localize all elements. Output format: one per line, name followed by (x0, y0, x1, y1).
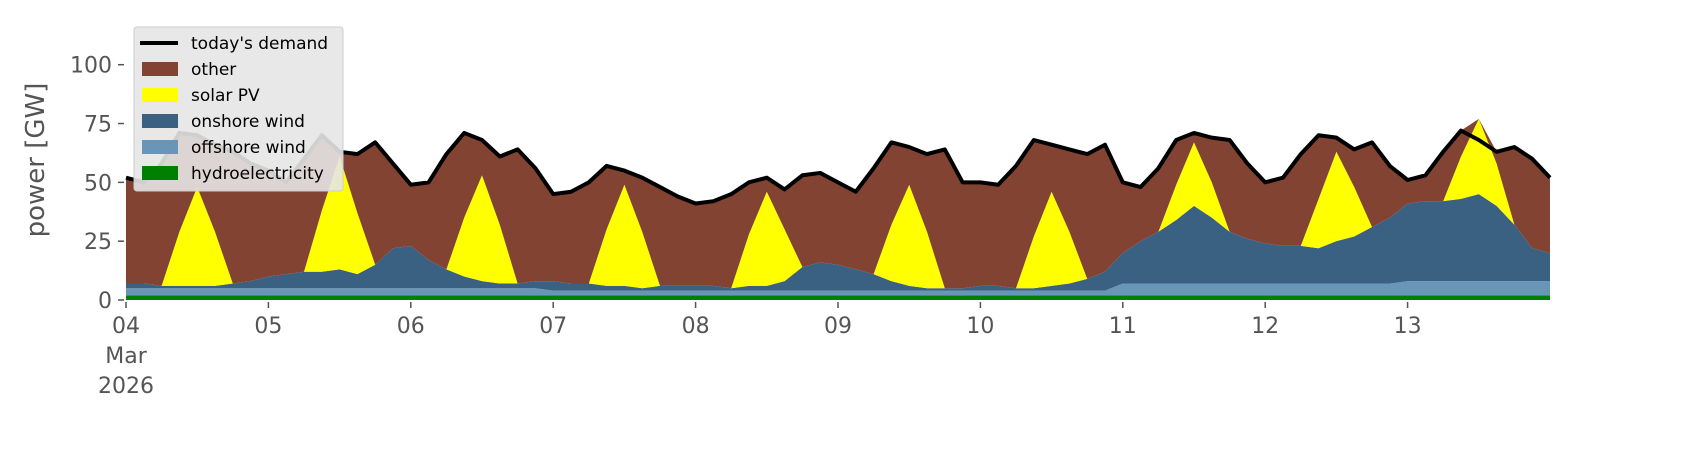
x-tick-label: 07 (539, 314, 568, 339)
area (126, 295, 1550, 300)
x-tick-label: 09 (824, 314, 852, 339)
legend-label: solar PV (191, 86, 260, 106)
legend-swatch (142, 166, 178, 180)
x-tick-label: 13 (1393, 314, 1422, 339)
y-tick-label: 75 (84, 113, 112, 138)
legend: today's demand other solar PV onshore wind o… (133, 26, 344, 192)
area (126, 118, 1550, 289)
x-tick-label: 10 (966, 314, 995, 339)
area (126, 194, 1550, 291)
legend-box (133, 26, 344, 192)
y-tick-label: 50 (84, 171, 112, 196)
area (126, 118, 1550, 289)
legend-label: onshore wind (191, 112, 305, 132)
y-tick-label: 25 (84, 230, 112, 255)
legend-swatch (142, 140, 178, 154)
x-tick-label: 05 (254, 314, 283, 339)
area (126, 281, 1550, 296)
y-axis-label: power [GW] (21, 83, 51, 238)
legend-label: other (191, 60, 236, 80)
legend-label: offshore wind (191, 138, 306, 158)
legend-swatch (142, 62, 178, 76)
x-tick-label: 11 (1108, 314, 1137, 339)
y-tick-label: 0 (98, 289, 112, 314)
x-tick-label: 06 (396, 314, 425, 339)
demand-line (125, 128, 1552, 206)
x-tick-label: 08 (681, 314, 710, 339)
legend-label: today's demand (191, 34, 328, 54)
legend-swatch (142, 114, 178, 128)
legend-swatch (142, 88, 178, 102)
legend-label: hydroelectricity (191, 164, 324, 184)
y-tick-label: 100 (70, 54, 112, 79)
x-tick-label: 12 (1251, 314, 1280, 339)
x-tick-label: 04 Mar 2026 (98, 314, 154, 399)
